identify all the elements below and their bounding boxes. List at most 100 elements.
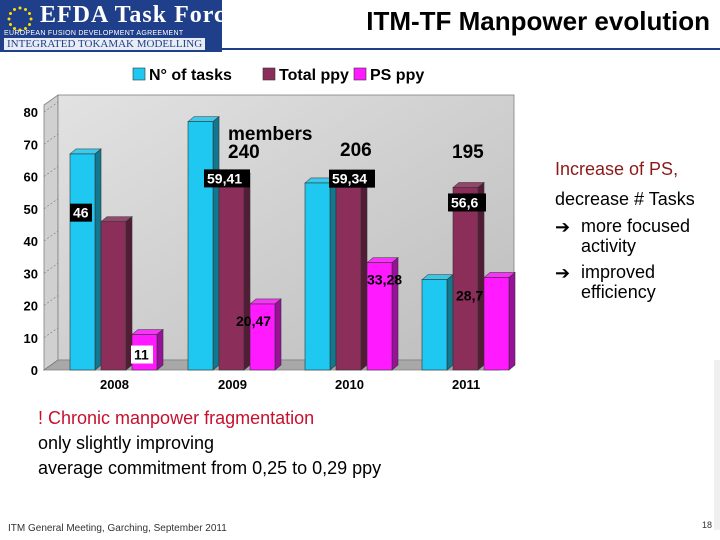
- data-label: 56,6: [448, 193, 486, 212]
- side-bullet-text: more focused activity: [581, 216, 691, 256]
- bars: [69, 116, 516, 371]
- side-bullet-2: ➔ improved efficiency: [555, 262, 715, 302]
- data-label: 46: [70, 203, 92, 222]
- y-gridline: [43, 166, 59, 177]
- legend-swatch: [132, 67, 146, 81]
- arrow-right-icon: ➔: [555, 263, 571, 283]
- side-commentary: Increase of PS, decrease # Tasks ➔ more …: [555, 158, 715, 302]
- bar-front: [100, 221, 127, 371]
- data-label: 33,28: [367, 272, 402, 288]
- data-label-text: 20,47: [236, 313, 271, 329]
- y-gridline: [43, 295, 59, 306]
- legend-label: Total ppy: [279, 67, 349, 84]
- bar-side: [446, 274, 454, 371]
- bar-front: [366, 262, 393, 371]
- eu-stars-icon: [7, 6, 33, 32]
- bar-front: [421, 279, 448, 371]
- bar: [100, 216, 133, 371]
- side-line-1: Increase of PS,: [555, 159, 679, 179]
- annotation-text: 240: [228, 142, 260, 163]
- bar-front: [249, 303, 276, 371]
- bar: [304, 177, 337, 371]
- header-rule: [222, 48, 720, 50]
- legend-label: PS ppy: [370, 67, 424, 84]
- efda-logo: EFDA Task Force EUROPEAN FUSION DEVELOPM…: [0, 0, 236, 52]
- x-axis: 2008 2009 2010 2011: [100, 377, 480, 392]
- side-line-2: decrease # Tasks: [555, 189, 695, 209]
- bar-front: [187, 121, 214, 371]
- bar-front: [335, 178, 362, 371]
- data-label: 28,7: [456, 287, 483, 303]
- data-label-text: 56,6: [451, 194, 478, 210]
- bar-front: [483, 277, 510, 371]
- logo-program: INTEGRATED TOKAMAK MODELLING: [4, 38, 206, 50]
- y-gridline: [43, 359, 59, 371]
- note-line-2: only slightly improving: [38, 433, 215, 453]
- x-tick-label: 2008: [100, 377, 129, 392]
- data-label: 20,47: [236, 313, 271, 329]
- y-gridline: [43, 134, 59, 145]
- data-label-box: [448, 193, 486, 212]
- data-label-text: 33,28: [367, 272, 402, 288]
- bar-side: [94, 148, 102, 371]
- y-tick-label: 80: [24, 105, 38, 120]
- bar: [483, 271, 516, 371]
- legend-box: [126, 62, 434, 88]
- plot-side-wall: [43, 94, 59, 371]
- footer-text: ITM General Meeting, Garching, September…: [8, 523, 227, 534]
- bar-side: [274, 298, 282, 371]
- annotation-text: 195: [452, 142, 484, 163]
- y-gridline: [43, 230, 59, 242]
- side-bullet-1: ➔ more focused activity: [555, 216, 715, 256]
- x-tick-label: 2010: [335, 377, 364, 392]
- data-label-text: 59,34: [332, 171, 367, 187]
- bar-side: [508, 271, 516, 371]
- data-label: 59,41: [204, 169, 250, 188]
- data-label-text: 28,7: [456, 287, 483, 303]
- bar-front: [452, 187, 479, 371]
- y-tick-label: 60: [24, 170, 38, 185]
- data-label-box: [329, 169, 375, 188]
- bar-front: [69, 153, 96, 371]
- logo-subtitle: EUROPEAN FUSION DEVELOPMENT AGREEMENT: [4, 30, 184, 37]
- y-gridline: [43, 263, 59, 274]
- data-label: 59,34: [329, 169, 375, 188]
- note-line-3: average commitment from 0,25 to 0,29 ppy: [38, 458, 382, 478]
- y-tick-label: 50: [24, 202, 38, 217]
- y-gridline: [43, 327, 59, 338]
- legend: N° of tasks Total ppy PS ppy: [126, 62, 434, 88]
- x-tick-label: 2011: [452, 377, 480, 392]
- x-tick-label: 2009: [218, 377, 247, 392]
- annotation-text: 206: [340, 140, 372, 161]
- data-label-box: [131, 345, 153, 364]
- bar-side: [243, 172, 251, 371]
- bar: [335, 172, 368, 371]
- note-line-1: ! Chronic manpower fragmentation: [38, 408, 315, 428]
- scrollbar[interactable]: [714, 360, 720, 530]
- arrow-right-icon: ➔: [555, 217, 571, 237]
- bar-front: [304, 182, 331, 371]
- bar-side: [156, 328, 164, 371]
- bar: [187, 116, 220, 371]
- legend-label: N° of tasks: [149, 67, 232, 84]
- y-tick-label: 0: [31, 363, 38, 378]
- bar: [366, 257, 399, 371]
- bar: [69, 148, 102, 371]
- bar: [249, 298, 282, 371]
- data-label-text: 59,41: [207, 170, 242, 186]
- annotation-text: members: [228, 124, 313, 145]
- page-number: 18: [701, 520, 712, 530]
- slide-title: ITM-TF Manpower evolution: [366, 6, 710, 36]
- y-axis: 0 10 20 30 40 50 60 70 80: [24, 101, 59, 378]
- y-tick-label: 10: [24, 331, 38, 346]
- data-label: 11: [131, 345, 153, 364]
- data-label-text: 46: [73, 205, 89, 221]
- side-bullet-text: improved efficiency: [581, 262, 656, 302]
- logo-title: EFDA Task Force: [40, 2, 238, 28]
- y-tick-label: 20: [24, 299, 38, 314]
- bar-front: [218, 178, 245, 371]
- fragmentation-note: ! Chronic manpower fragmentation only sl…: [38, 406, 381, 481]
- bar: [218, 172, 251, 371]
